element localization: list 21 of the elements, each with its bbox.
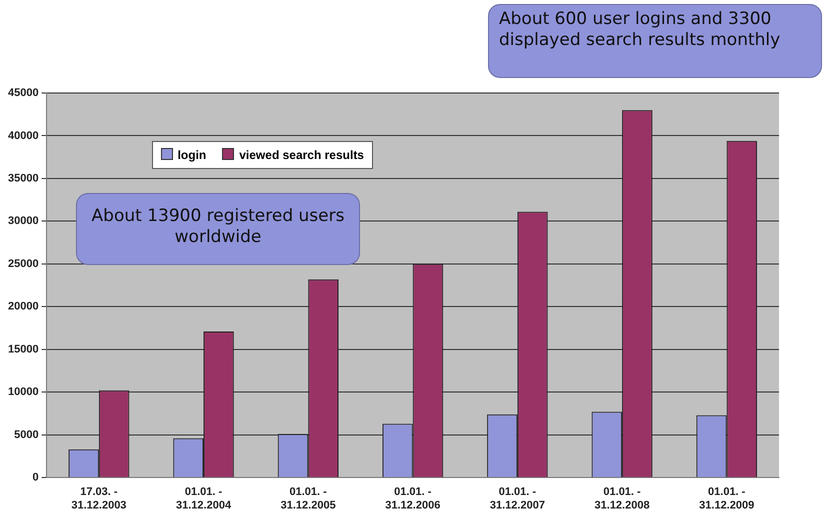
y-tick-label: 25000 (8, 258, 39, 270)
legend-label: viewed search results (238, 148, 364, 162)
x-tick-label: 17.03. - 31.12.2003 (71, 486, 126, 512)
y-tick-label: 40000 (8, 130, 39, 142)
x-tick-label: 01.01. - 31.12.2004 (176, 486, 232, 512)
x-tick-label: 01.01. - 31.12.2008 (594, 486, 650, 512)
y-tick-label: 30000 (8, 215, 39, 228)
y-tick-label: 20000 (8, 300, 39, 313)
y-tick-label: 10000 (8, 386, 39, 398)
x-tick-label: 01.01. - 31.12.2007 (490, 486, 545, 512)
y-tick-label: 5000 (14, 428, 39, 441)
y-tick-label: 15000 (8, 343, 39, 356)
x-tick-label: 01.01. - 31.12.2009 (699, 486, 754, 512)
x-tick-label: 01.01. - 31.12.2005 (280, 486, 336, 512)
text: About 600 user logins and 3300 displayed search results monthly (488, 4, 822, 78)
x-tick-label: 01.01. - 31.12.2006 (385, 486, 440, 512)
y-tick-label: 0 (32, 472, 39, 484)
y-tick-label: 45000 (8, 87, 39, 100)
legend-label: login (176, 148, 206, 162)
y-tick-label: 35000 (8, 172, 39, 184)
annotation: About 13900 registered users worldwide (76, 193, 360, 265)
